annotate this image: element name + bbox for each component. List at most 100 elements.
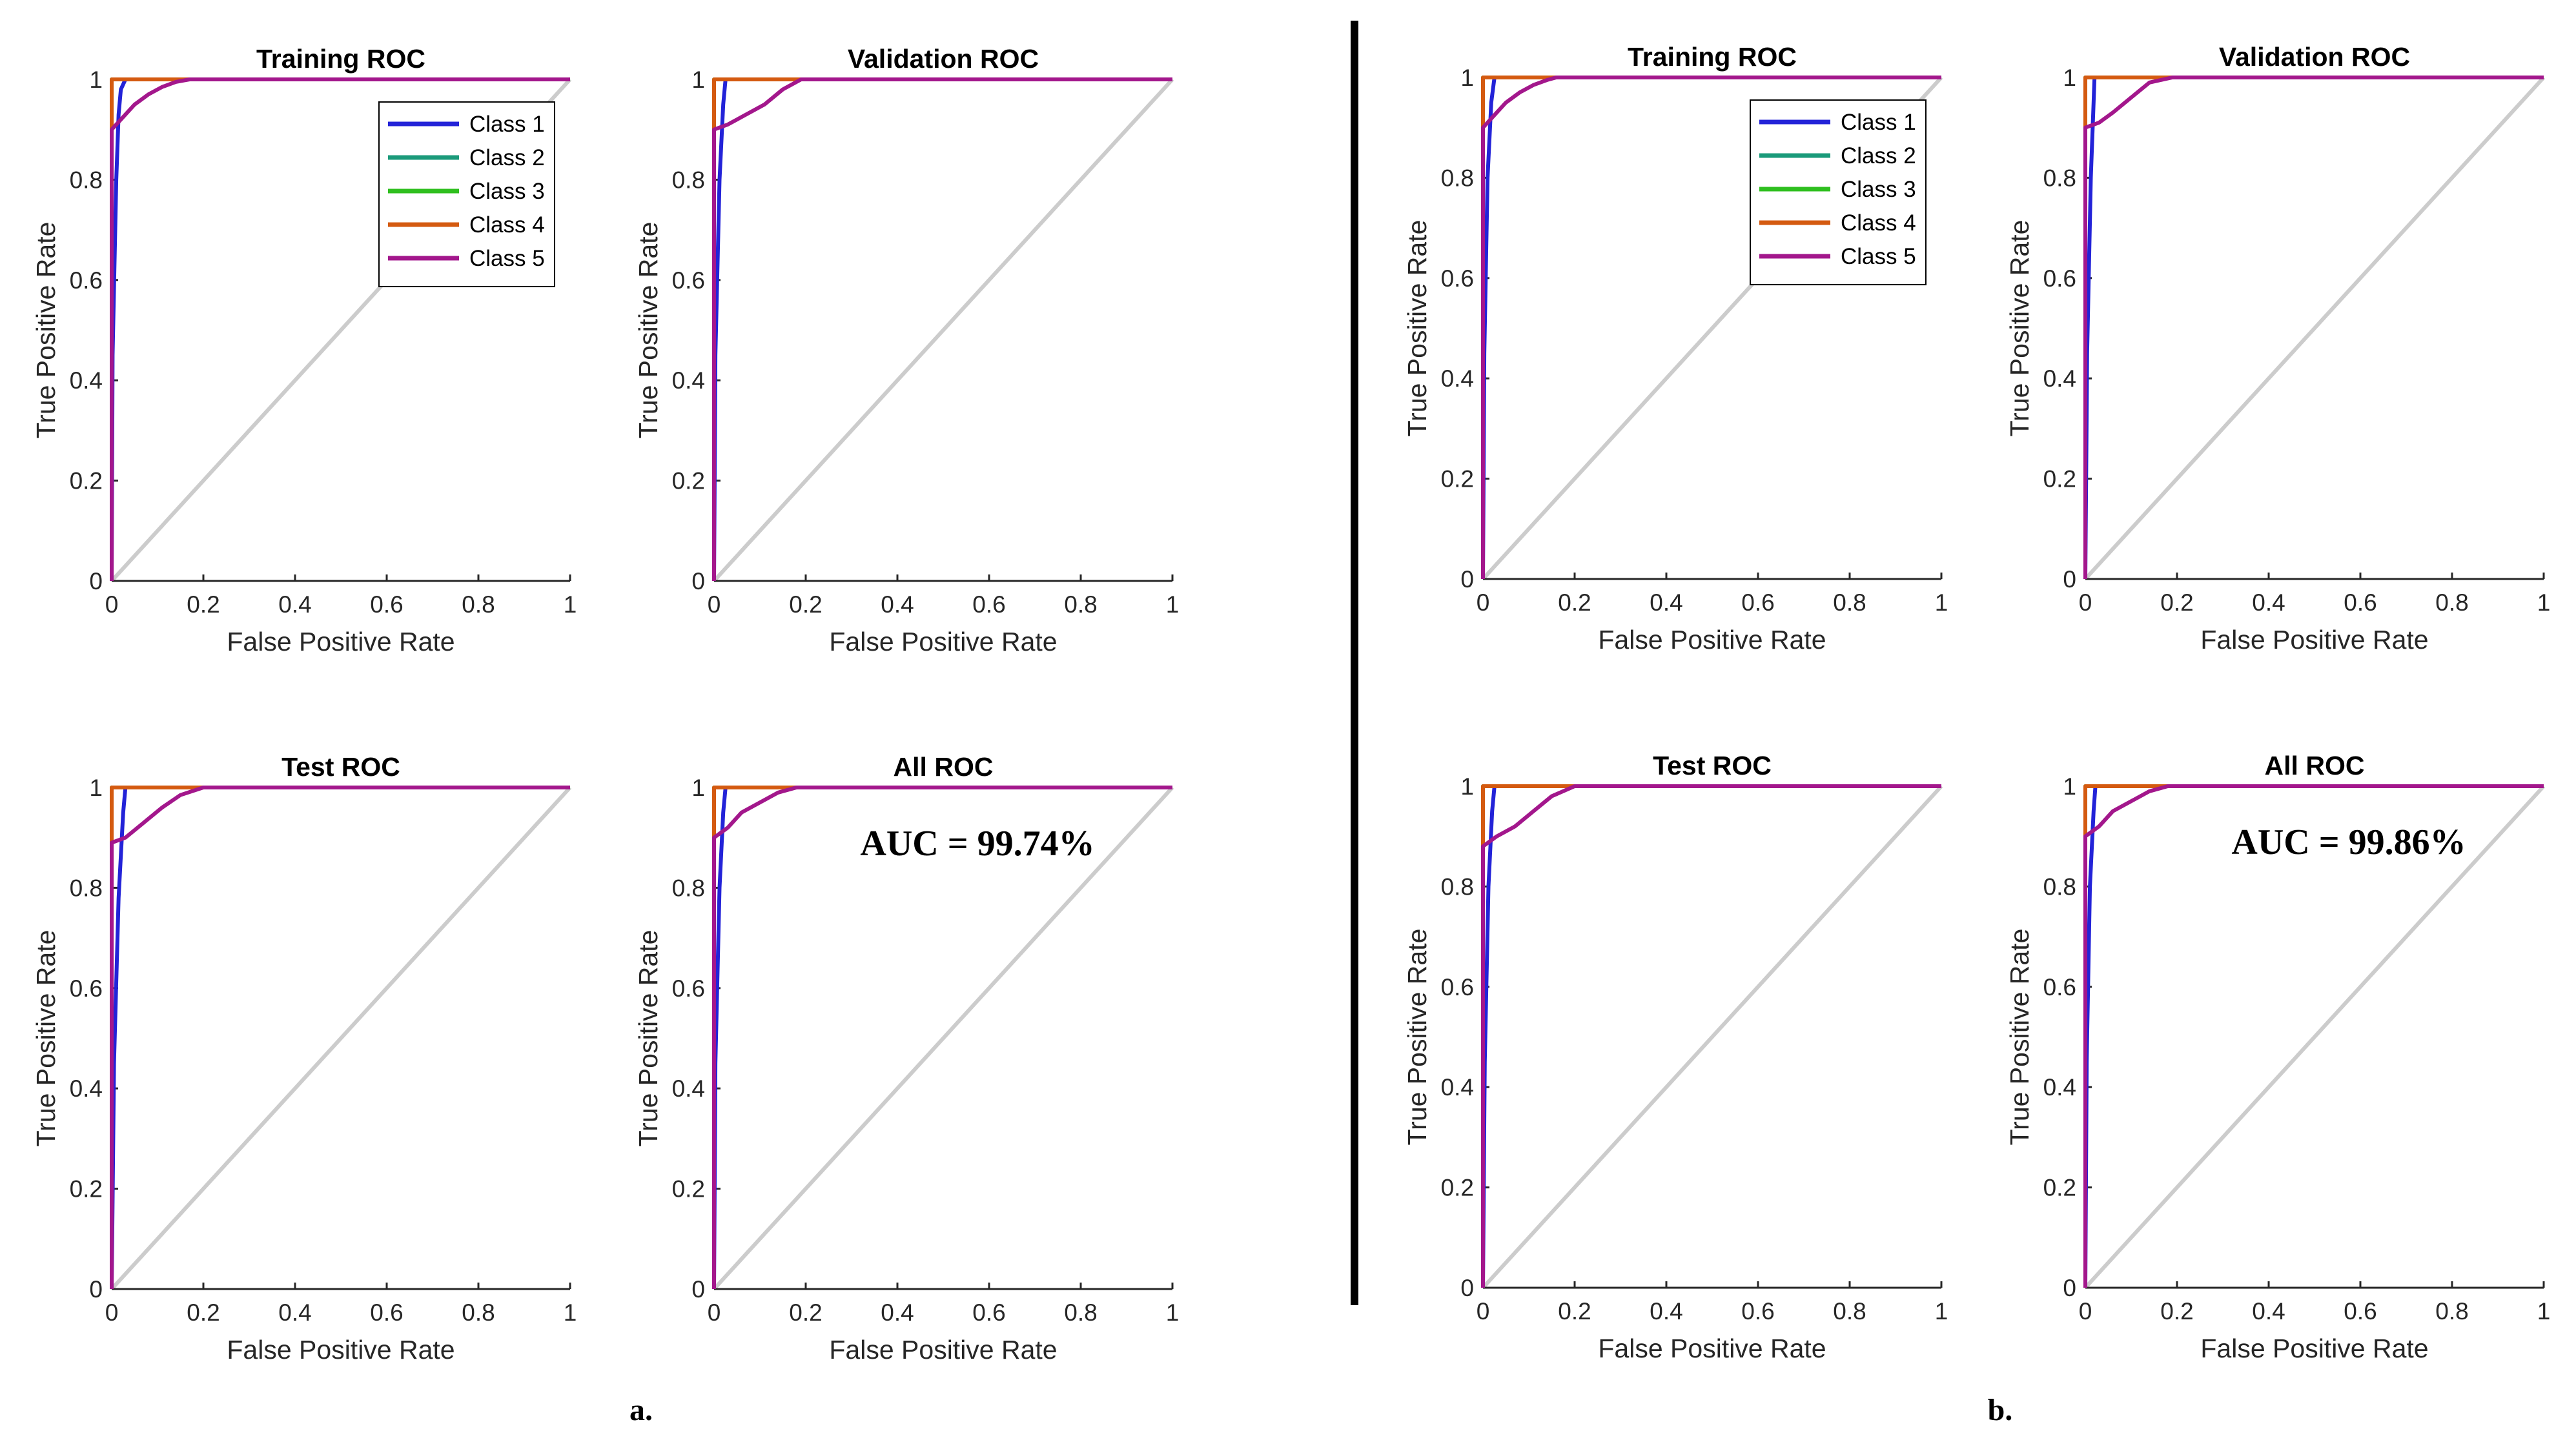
y-tick-label: 0.2 — [2043, 1175, 2076, 1201]
legend: Class 1 Class 2 Class 3 Class 4 Class 5 — [1750, 99, 1927, 285]
auc-annotation: AUC = 99.86% — [2231, 822, 2466, 862]
series-line-class-5 — [110, 786, 570, 1289]
x-tick-label: 0.2 — [789, 1299, 822, 1326]
y-tick-label: 0.6 — [672, 267, 705, 294]
chart-title: All ROC — [894, 752, 994, 782]
legend-box — [378, 101, 555, 287]
roc-panel: 00 0.2 0.2 0.4 0.4 0.6 0.6 0.8 0.8 1 1 Training ROC… — [1402, 42, 1948, 655]
y-tick-label: 1 — [1460, 65, 1474, 91]
y-tick-label: 0.4 — [70, 1075, 103, 1102]
y-tick-label: 0.4 — [1441, 1074, 1474, 1101]
x-tick-label: 0.8 — [1064, 591, 1097, 618]
panel-label-b: b. — [1988, 1393, 2013, 1427]
x-tick-label: 0.8 — [462, 591, 495, 618]
x-tick-label: 0.2 — [2160, 1298, 2193, 1325]
y-tick-label: 0.4 — [2043, 1074, 2076, 1101]
y-axis-label: True Positive Rate — [1402, 220, 1432, 437]
x-tick-label: 0.4 — [278, 1299, 311, 1326]
x-tick-label: 0.2 — [1558, 589, 1591, 616]
chart-title: All ROC — [2265, 751, 2365, 780]
x-tick-label: 0.4 — [2252, 1298, 2285, 1325]
series-line-class-5 — [2083, 784, 2544, 1288]
diagonal-reference-line — [1481, 784, 1943, 1290]
x-tick-label: 1 — [2537, 1298, 2551, 1325]
y-tick-label: 0.6 — [1441, 265, 1474, 292]
x-tick-label: 0.6 — [2344, 589, 2377, 616]
legend-label-class-2: Class 2 — [469, 145, 545, 170]
x-tick-label: 0.8 — [1833, 1298, 1866, 1325]
y-axis-label: True Positive Rate — [31, 222, 61, 439]
x-tick-label: 1 — [564, 1299, 577, 1326]
x-axis-label: False Positive Rate — [1598, 625, 1826, 655]
y-tick-label: 0.2 — [2043, 466, 2076, 493]
x-tick-label: 0.6 — [2344, 1298, 2377, 1325]
roc-panel: 00 0.2 0.2 0.4 0.4 0.6 0.6 0.8 0.8 1 1 Validation R… — [633, 44, 1179, 656]
panel-label-a: a. — [629, 1393, 653, 1427]
legend-label-class-5: Class 5 — [1841, 244, 1916, 269]
y-tick-label: 0.2 — [672, 468, 705, 494]
x-axis-label: False Positive Rate — [227, 1335, 455, 1365]
series-line-class-5 — [2083, 76, 2544, 579]
x-tick-label: 0 — [1477, 1298, 1490, 1325]
series-line-class-5 — [1481, 76, 1941, 579]
x-tick-label: 0.8 — [2435, 1298, 2468, 1325]
y-tick-label: 0.8 — [672, 875, 705, 901]
x-axis-label: False Positive Rate — [829, 1335, 1057, 1365]
x-tick-label: 1 — [564, 591, 577, 618]
y-tick-label: 0.8 — [672, 167, 705, 193]
y-axis-label: True Positive Rate — [2005, 929, 2034, 1146]
y-tick-label: 0 — [89, 1276, 103, 1303]
x-tick-label: 1 — [1166, 591, 1180, 618]
x-axis-label: False Positive Rate — [829, 627, 1057, 656]
x-tick-label: 0.8 — [1833, 589, 1866, 616]
diagonal-reference-line — [110, 786, 572, 1291]
chart-title: Test ROC — [1653, 751, 1772, 780]
y-tick-label: 0.8 — [2043, 873, 2076, 900]
roc-panel: 00 0.2 0.2 0.4 0.4 0.6 0.6 0.8 0.8 1 1 Training ROC… — [31, 44, 577, 656]
series-line-class-5 — [1481, 784, 1941, 1288]
series-line-class-5 — [712, 786, 1172, 1289]
y-axis-label: True Positive Rate — [1402, 929, 1432, 1146]
legend-label-class-3: Class 3 — [469, 179, 545, 204]
y-tick-label: 0.2 — [70, 1176, 103, 1203]
y-axis-label: True Positive Rate — [31, 930, 61, 1147]
x-tick-label: 0.8 — [1064, 1299, 1097, 1326]
roc-panel: 00 0.2 0.2 0.4 0.4 0.6 0.6 0.8 0.8 1 1 All ROC False… — [633, 752, 1179, 1365]
legend-label-class-2: Class 2 — [1841, 143, 1916, 168]
roc-panel: 00 0.2 0.2 0.4 0.4 0.6 0.6 0.8 0.8 1 1 Test ROC Fals… — [31, 752, 577, 1365]
x-tick-label: 0.6 — [370, 591, 403, 618]
legend-label-class-5: Class 5 — [469, 246, 545, 271]
y-tick-label: 0.6 — [2043, 974, 2076, 1000]
roc-panel: 00 0.2 0.2 0.4 0.4 0.6 0.6 0.8 0.8 1 1 All ROC False… — [2005, 751, 2550, 1363]
y-tick-label: 0 — [1460, 566, 1474, 593]
y-tick-label: 0.8 — [2043, 165, 2076, 191]
x-tick-label: 0.6 — [1741, 589, 1774, 616]
diagonal-reference-line — [712, 786, 1174, 1291]
y-tick-label: 1 — [691, 775, 705, 801]
legend-label-class-4: Class 4 — [469, 212, 545, 238]
y-tick-label: 0.6 — [70, 267, 103, 294]
x-axis-label: False Positive Rate — [1598, 1334, 1826, 1363]
roc-panel: 00 0.2 0.2 0.4 0.4 0.6 0.6 0.8 0.8 1 1 Test ROC Fals… — [1402, 751, 1948, 1363]
chart-title: Validation ROC — [2219, 42, 2410, 72]
y-tick-label: 0.2 — [672, 1176, 705, 1203]
x-tick-label: 0.2 — [2160, 589, 2193, 616]
y-tick-label: 0.8 — [70, 167, 103, 193]
x-tick-label: 0.8 — [2435, 589, 2468, 616]
x-tick-label: 1 — [2537, 589, 2551, 616]
x-tick-label: 0.4 — [881, 1299, 914, 1326]
y-tick-label: 0 — [691, 1276, 705, 1303]
y-tick-label: 0.4 — [1441, 365, 1474, 392]
y-tick-label: 0.6 — [1441, 974, 1474, 1000]
x-tick-label: 0.4 — [2252, 589, 2285, 616]
x-tick-label: 0.2 — [187, 1299, 220, 1326]
roc-panel: 00 0.2 0.2 0.4 0.4 0.6 0.6 0.8 0.8 1 1 Validation R… — [2005, 42, 2550, 655]
y-axis-label: True Positive Rate — [633, 930, 663, 1147]
y-tick-label: 0.6 — [70, 975, 103, 1002]
series-line-class-5 — [712, 77, 1172, 581]
y-tick-label: 0.6 — [672, 975, 705, 1002]
x-tick-label: 0.4 — [1650, 1298, 1682, 1325]
chart-title: Test ROC — [281, 752, 400, 782]
